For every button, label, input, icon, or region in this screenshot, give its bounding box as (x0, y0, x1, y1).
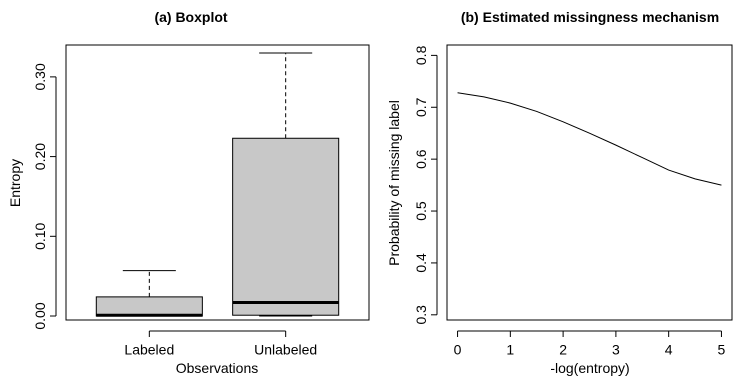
panel-a-y-axis: 0.00 0.10 0.20 0.30 (32, 63, 57, 330)
panel-a-x-tick-label: Labeled (124, 341, 174, 357)
panel-b-y-tick-label: 0.7 (413, 97, 429, 117)
panel-a-y-tick-label: 0.00 (32, 302, 48, 329)
panel-a-y-tick-label: 0.20 (32, 143, 48, 170)
panel-b-y-tick-label: 0.5 (413, 201, 429, 221)
panel-b-y-tick-label: 0.3 (413, 305, 429, 325)
panel-a-x-axis: Labeled Unlabeled (124, 330, 317, 357)
panel-b-series-line (457, 92, 722, 186)
panel-b-y-tick-label: 0.4 (413, 253, 429, 273)
panel-a-plot-frame (65, 44, 370, 321)
panel-b-ylabel: Probability of missing label (386, 100, 402, 266)
box-body (232, 137, 340, 316)
panel-b-x-tick-label: 4 (665, 341, 673, 357)
panel-b-y-tick-label: 0.8 (413, 45, 429, 65)
panel-b-x-tick-label: 1 (506, 341, 514, 357)
box-labeled (95, 270, 203, 317)
panel-b-x-tick-label: 5 (718, 341, 726, 357)
panel-b: (b) Estimated missingness mechanism 0.30… (386, 9, 733, 376)
panel-b-x-tick-label: 3 (612, 341, 620, 357)
panel-b-x-tick-label: 2 (559, 341, 567, 357)
panel-b-plot-frame (446, 44, 733, 321)
panel-b-title: (b) Estimated missingness mechanism (461, 9, 719, 25)
panel-a: (a) Boxplot 0.00 0.10 0.20 0.30 Labeled Unla… (7, 9, 370, 376)
panel-a-title: (a) Boxplot (154, 9, 227, 25)
box-body (95, 296, 203, 317)
panel-b-xlabel: -log(entropy) (550, 360, 629, 376)
panel-b-x-tick-label: 0 (454, 341, 462, 357)
panel-b-y-tick-label: 0.6 (413, 149, 429, 169)
box-unlabeled (232, 52, 340, 317)
panel-b-y-axis: 0.3 0.4 0.5 0.6 0.7 0.8 (413, 45, 438, 325)
panel-b-x-axis: 0 1 2 3 4 5 (454, 330, 726, 357)
panel-a-boxes (95, 52, 340, 317)
panel-a-ylabel: Entropy (7, 159, 23, 207)
panel-a-xlabel: Observations (176, 360, 258, 376)
panel-a-y-tick-label: 0.30 (32, 63, 48, 90)
panel-a-x-tick-label: Unlabeled (254, 341, 317, 357)
panel-a-y-tick-label: 0.10 (32, 222, 48, 249)
